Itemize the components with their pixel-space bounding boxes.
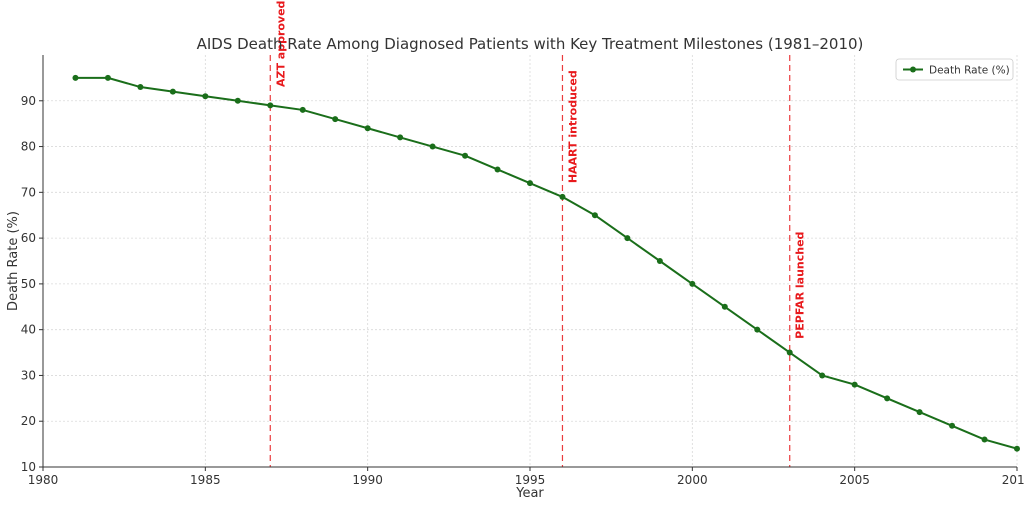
y-tick-label: 20: [21, 414, 36, 428]
x-tick-label: 2010: [1002, 473, 1024, 487]
y-axis-label: Death Rate (%): [6, 211, 21, 311]
x-tick-label: 1985: [190, 473, 221, 487]
data-point: [721, 303, 728, 310]
data-point: [137, 84, 144, 91]
data-point: [202, 93, 209, 100]
legend-label: Death Rate (%): [929, 65, 1010, 77]
y-tick-label: 80: [21, 140, 36, 154]
x-tick-label: 1995: [515, 473, 546, 487]
x-tick-label: 1990: [352, 473, 383, 487]
data-point: [267, 102, 274, 109]
data-point: [364, 125, 371, 132]
data-point: [851, 381, 858, 388]
data-point: [591, 212, 598, 219]
legend: Death Rate (%): [895, 58, 1014, 81]
milestone-label: PEPFAR launched: [794, 232, 807, 339]
ticks: 1980198519901995200020052010102030405060…: [21, 94, 1024, 487]
data-point: [656, 258, 663, 264]
data-point: [429, 143, 436, 150]
x-tick-label: 2000: [677, 473, 708, 487]
data-point: [819, 372, 826, 379]
data-point: [397, 134, 404, 141]
y-tick-label: 60: [21, 231, 36, 245]
data-point: [916, 409, 923, 416]
y-tick-label: 30: [21, 368, 36, 382]
x-tick-label: 1980: [28, 473, 59, 487]
data-point: [949, 422, 956, 429]
data-point: [104, 74, 111, 81]
milestone-label: AZT approved: [274, 1, 287, 87]
data-point: [884, 395, 891, 402]
data-point: [1014, 445, 1020, 452]
y-tick-label: 90: [21, 94, 36, 108]
legend-marker: [910, 66, 916, 73]
data-point: [754, 326, 761, 333]
data-point: [462, 152, 469, 159]
chart-title: AIDS Death Rate Among Diagnosed Patients…: [197, 35, 864, 53]
y-tick-label: 40: [21, 323, 36, 337]
y-tick-label: 10: [21, 460, 36, 474]
y-tick-label: 50: [21, 277, 36, 291]
grid: [42, 55, 1018, 468]
milestone-label: HAART introduced: [566, 70, 579, 183]
data-point: [332, 116, 339, 123]
data-point: [72, 74, 79, 81]
series-line: [75, 76, 1018, 450]
y-tick-label: 70: [21, 185, 36, 199]
series: [72, 74, 1020, 452]
annotations: AZT approved HAART introduced PEPFAR launc…: [269, 1, 807, 467]
data-point: [234, 97, 241, 104]
data-point: [527, 180, 533, 187]
data-point: [786, 349, 793, 356]
legend-box: [895, 58, 1014, 81]
data-point: [981, 436, 988, 443]
data-point: [169, 88, 176, 95]
x-axis-label: Year: [515, 486, 544, 501]
data-point: [559, 193, 566, 200]
data-point: [494, 166, 501, 173]
data-point: [689, 280, 696, 287]
data-point: [624, 235, 631, 242]
x-tick-label: 2005: [839, 473, 870, 487]
data-point: [299, 106, 306, 113]
